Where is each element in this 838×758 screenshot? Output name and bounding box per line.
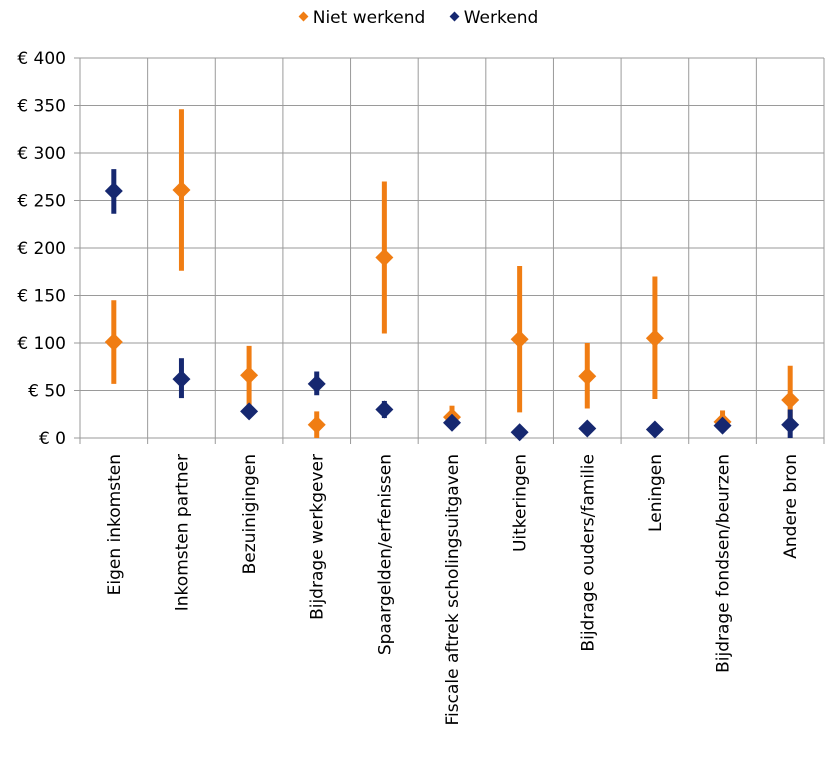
x-category-label: Fiscale aftrek scholingsuitgaven — [443, 454, 463, 725]
y-axis: € 0 € 50 € 100 € 150 € 200 € 250 € 300 € 350 € 4… — [17, 49, 66, 449]
data-point-diamond — [645, 329, 664, 348]
data-point-diamond — [104, 333, 123, 352]
data-point-diamond — [713, 416, 732, 435]
x-category-label: Bijdrage ouders/familie — [578, 454, 598, 652]
data-point-diamond — [104, 182, 123, 200]
plot-area — [104, 109, 800, 442]
y-tick-label: € 100 — [17, 334, 66, 354]
data-point-diamond — [307, 415, 326, 434]
x-category-label: Eigen inkomsten — [105, 454, 125, 595]
y-tick-label: € 350 — [17, 97, 66, 117]
data-point-diamond — [172, 370, 191, 389]
y-tick-label: € 300 — [17, 144, 66, 164]
y-tick-label: € 150 — [17, 287, 66, 307]
y-tick-label: € 0 — [39, 429, 66, 449]
legend-item-niet-werkend: Niet werkend — [298, 8, 426, 28]
series-werkend — [104, 169, 800, 442]
y-tick-label: € 400 — [17, 49, 66, 69]
x-category-label: Spaargelden/erfenissen — [375, 454, 395, 655]
x-category-label: Inkomsten partner — [172, 454, 192, 611]
legend: Niet werkend Werkend — [0, 8, 838, 28]
x-category-label: Leningen — [646, 454, 666, 532]
data-point-diamond — [375, 400, 394, 419]
data-point-diamond — [578, 367, 597, 386]
data-point-diamond — [172, 181, 191, 200]
x-category-label: Andere bron — [781, 454, 801, 559]
data-point-diamond — [781, 391, 800, 409]
x-category-label: Bezuinigingen — [240, 454, 260, 574]
data-point-diamond — [375, 248, 394, 267]
x-category-label: Bijdrage werkgever — [308, 454, 328, 620]
grid — [74, 57, 825, 444]
data-point-diamond — [781, 415, 800, 434]
data-point-diamond — [443, 413, 461, 432]
x-category-label: Bijdrage fondsen/beurzen — [714, 454, 734, 673]
data-point-diamond — [307, 374, 326, 393]
y-tick-label: € 200 — [17, 239, 66, 259]
legend-label-niet-werkend: Niet werkend — [312, 8, 426, 28]
data-point-diamond — [510, 423, 529, 442]
data-point-diamond — [578, 419, 597, 438]
data-point-diamond — [240, 402, 259, 421]
data-point-diamond — [645, 420, 664, 439]
y-tick-label: € 50 — [28, 382, 66, 402]
legend-item-werkend: Werkend — [449, 8, 539, 28]
legend-label-werkend: Werkend — [463, 8, 539, 28]
data-point-diamond — [240, 366, 259, 385]
data-point-diamond — [510, 330, 529, 349]
y-tick-label: € 250 — [17, 192, 66, 212]
series-niet-werkend — [104, 109, 800, 438]
x-category-label: Uitkeringen — [511, 454, 531, 552]
x-axis: Eigen inkomsten Inkomsten partner Bezuinig… — [105, 454, 801, 725]
